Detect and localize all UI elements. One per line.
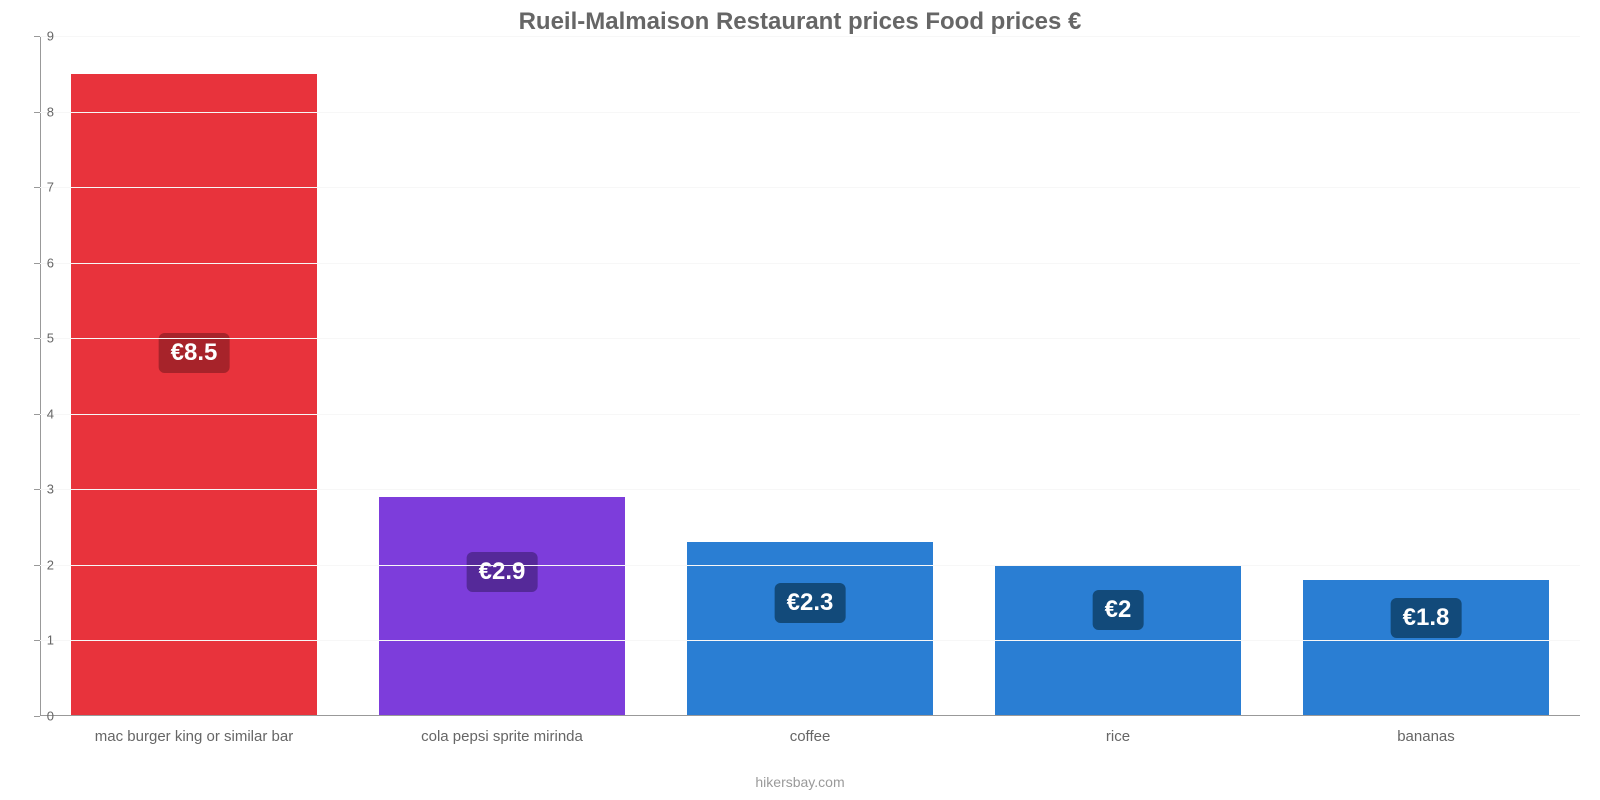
bar <box>71 74 317 716</box>
y-tick-mark <box>34 112 40 113</box>
x-axis-line <box>40 715 1580 716</box>
y-tick-mark <box>34 263 40 264</box>
grid-line <box>40 414 1580 415</box>
grid-line <box>40 338 1580 339</box>
y-tick-mark <box>34 414 40 415</box>
x-axis-label: cola pepsi sprite mirinda <box>421 728 583 745</box>
grid-line <box>40 187 1580 188</box>
y-tick-mark <box>34 338 40 339</box>
y-tick-label: 7 <box>47 180 54 195</box>
chart-footer: hikersbay.com <box>0 774 1600 790</box>
y-axis-line <box>40 36 41 716</box>
grid-line <box>40 565 1580 566</box>
bar-value-badge: €2 <box>1093 590 1144 630</box>
bar <box>379 497 625 716</box>
x-axis-label: mac burger king or similar bar <box>95 728 293 745</box>
bar-value-badge: €8.5 <box>159 333 230 373</box>
y-tick-label: 5 <box>47 331 54 346</box>
bar-value-badge: €2.3 <box>775 583 846 623</box>
y-tick-label: 1 <box>47 633 54 648</box>
bars-layer: €8.5 €2.9 €2.3 €2 €1.8 <box>40 36 1580 716</box>
bar-value-badge: €2.9 <box>467 552 538 592</box>
chart-container: Rueil-Malmaison Restaurant prices Food p… <box>0 0 1600 800</box>
plot-area: €8.5 €2.9 €2.3 €2 €1.8 <box>40 36 1580 716</box>
x-axis-label: bananas <box>1397 728 1455 745</box>
x-axis-label: rice <box>1106 728 1130 745</box>
bar <box>687 542 933 716</box>
y-tick-mark <box>34 640 40 641</box>
y-tick-label: 9 <box>47 29 54 44</box>
y-tick-label: 8 <box>47 104 54 119</box>
y-tick-label: 4 <box>47 406 54 421</box>
y-tick-mark <box>34 489 40 490</box>
grid-line <box>40 263 1580 264</box>
bar-value-badge: €1.8 <box>1391 598 1462 638</box>
grid-line <box>40 489 1580 490</box>
y-tick-label: 0 <box>47 709 54 724</box>
x-axis-label: coffee <box>790 728 831 745</box>
chart-title: Rueil-Malmaison Restaurant prices Food p… <box>0 8 1600 36</box>
grid-line <box>40 36 1580 37</box>
x-axis-labels: mac burger king or similar bar cola pepsi… <box>40 722 1580 762</box>
grid-line <box>40 112 1580 113</box>
y-tick-label: 6 <box>47 255 54 270</box>
y-tick-mark <box>34 187 40 188</box>
grid-line <box>40 640 1580 641</box>
y-tick-mark <box>34 565 40 566</box>
y-tick-label: 3 <box>47 482 54 497</box>
y-tick-label: 2 <box>47 557 54 572</box>
y-tick-mark <box>34 716 40 717</box>
y-tick-mark <box>34 36 40 37</box>
